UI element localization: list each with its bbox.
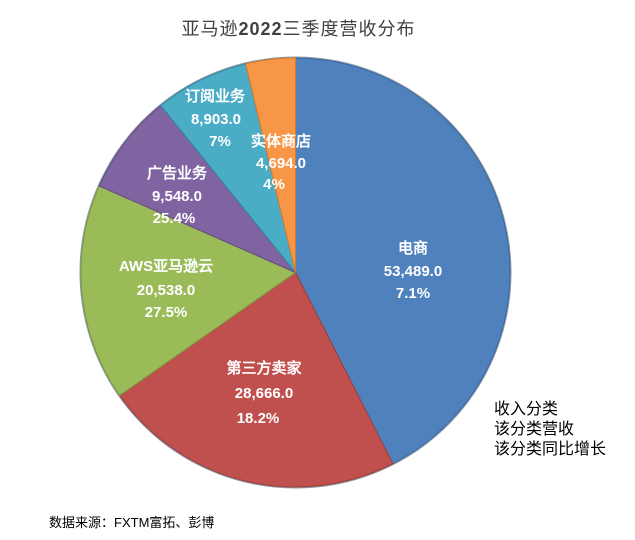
svg-text:18.2%: 18.2% [237, 410, 280, 427]
svg-text:20,538.0: 20,538.0 [137, 282, 195, 299]
svg-text:4,694.0: 4,694.0 [256, 155, 306, 172]
svg-text:广告业务: 广告业务 [147, 164, 208, 182]
svg-text:第三方卖家: 第三方卖家 [226, 359, 301, 377]
svg-text:实体商店: 实体商店 [251, 132, 311, 150]
svg-text:27.5%: 27.5% [145, 304, 188, 321]
svg-text:订阅业务: 订阅业务 [185, 87, 246, 105]
svg-text:AWS亚马逊云: AWS亚马逊云 [119, 258, 213, 275]
svg-text:28,666.0: 28,666.0 [235, 385, 293, 402]
svg-text:电商: 电商 [398, 239, 428, 257]
svg-text:53,489.0: 53,489.0 [384, 263, 442, 280]
svg-text:7%: 7% [209, 133, 231, 150]
svg-text:9,548.0: 9,548.0 [152, 188, 202, 205]
svg-text:7.1%: 7.1% [396, 285, 430, 302]
svg-text:4%: 4% [263, 176, 285, 193]
svg-text:8,903.0: 8,903.0 [191, 111, 241, 128]
svg-text:25.4%: 25.4% [153, 210, 196, 227]
